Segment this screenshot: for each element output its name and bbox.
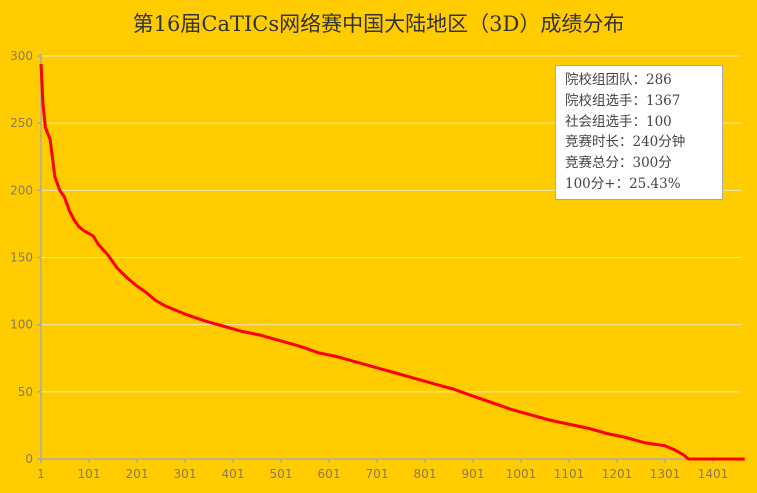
svg-text:201: 201 xyxy=(126,467,149,481)
info-social-players: 社会组选手：100 xyxy=(565,113,672,130)
svg-text:100: 100 xyxy=(10,318,33,332)
info-100-plus: 100分+：25.43% xyxy=(565,175,681,192)
chart-title: 第16届CaTICs网络赛中国大陆地区（3D）成绩分布 xyxy=(132,12,625,36)
svg-text:701: 701 xyxy=(366,467,389,481)
svg-text:401: 401 xyxy=(222,467,245,481)
svg-text:0: 0 xyxy=(25,452,33,466)
svg-text:801: 801 xyxy=(414,467,437,481)
svg-text:1001: 1001 xyxy=(506,467,537,481)
grid-lines xyxy=(41,55,741,393)
info-college-players: 院校组选手：1367 xyxy=(565,92,681,109)
info-teams: 院校组团队：286 xyxy=(565,72,672,88)
svg-text:250: 250 xyxy=(10,116,33,130)
svg-text:301: 301 xyxy=(174,467,197,481)
svg-text:501: 501 xyxy=(270,467,293,481)
svg-text:601: 601 xyxy=(318,467,341,481)
svg-text:901: 901 xyxy=(462,467,485,481)
x-axis: 1 101 201 301 401 501 601 701 801 901 1001 1101 1201… xyxy=(37,458,741,481)
svg-text:101: 101 xyxy=(78,467,101,481)
svg-text:1101: 1101 xyxy=(554,467,585,481)
svg-text:1301: 1301 xyxy=(650,467,681,481)
info-box: 院校组团队：286 院校组选手：1367 社会组选手：100 竞赛时长：240分… xyxy=(555,65,723,200)
svg-text:1201: 1201 xyxy=(602,467,633,481)
info-total-score: 竞赛总分：300分 xyxy=(565,155,672,172)
score-line xyxy=(39,64,745,461)
y-axis: 0 50 100 150 200 250 300 xyxy=(10,49,42,466)
svg-text:300: 300 xyxy=(10,49,33,63)
info-duration: 竞赛时长：240分钟 xyxy=(565,134,686,151)
svg-text:150: 150 xyxy=(10,251,33,265)
svg-text:50: 50 xyxy=(18,385,33,399)
svg-text:1401: 1401 xyxy=(698,467,729,481)
svg-text:200: 200 xyxy=(10,183,33,197)
svg-text:1: 1 xyxy=(37,467,45,481)
